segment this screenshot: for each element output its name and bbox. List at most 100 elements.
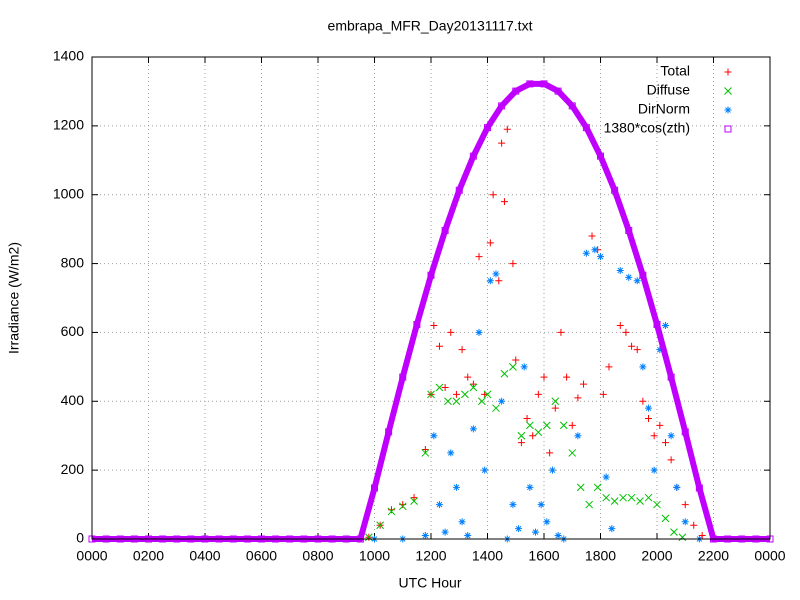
- y-tick-label: 600: [61, 323, 85, 339]
- point: [243, 535, 251, 543]
- point: [639, 397, 647, 405]
- point: [540, 373, 548, 381]
- point: [644, 493, 653, 502]
- point: [328, 535, 336, 543]
- point: [356, 535, 364, 543]
- point: [258, 535, 265, 543]
- point: [173, 535, 181, 543]
- y-tick-label: 1200: [53, 117, 84, 133]
- point: [435, 342, 443, 350]
- y-tick-label: 400: [61, 392, 85, 408]
- point: [430, 322, 438, 330]
- x-tick-label: 1400: [472, 548, 503, 564]
- point: [526, 80, 534, 88]
- point: [724, 535, 732, 543]
- legend-label: DirNorm: [638, 101, 690, 117]
- point: [116, 535, 124, 543]
- point: [681, 501, 689, 509]
- point: [633, 346, 641, 354]
- point: [342, 535, 350, 543]
- point: [534, 428, 543, 437]
- legend-marker: [724, 106, 732, 114]
- point: [410, 497, 418, 505]
- point: [650, 466, 658, 474]
- point: [517, 439, 525, 447]
- point: [576, 483, 585, 492]
- point: [399, 373, 407, 381]
- point: [452, 483, 460, 491]
- point: [430, 432, 438, 440]
- point: [520, 363, 528, 371]
- point: [385, 428, 393, 436]
- y-axis-label: Irradiance (W/m2): [6, 242, 22, 354]
- point: [546, 449, 554, 457]
- point: [670, 528, 678, 536]
- point: [441, 528, 449, 536]
- point: [622, 328, 630, 336]
- point: [421, 532, 429, 540]
- point: [610, 497, 619, 505]
- point: [588, 232, 596, 240]
- point: [616, 266, 624, 274]
- point: [540, 80, 548, 88]
- point: [534, 390, 542, 398]
- point: [427, 271, 435, 279]
- point: [557, 328, 565, 336]
- point: [574, 432, 582, 440]
- y-tick-label: 200: [61, 461, 85, 477]
- point: [512, 356, 520, 364]
- point: [627, 493, 636, 502]
- point: [667, 373, 675, 381]
- point: [695, 484, 703, 492]
- x-tick-label: 0200: [133, 548, 164, 564]
- point: [580, 380, 588, 388]
- y-tick-label: 800: [61, 254, 85, 270]
- point: [498, 102, 506, 110]
- point: [272, 535, 280, 543]
- x-tick-label: 2000: [641, 548, 672, 564]
- point: [492, 404, 500, 413]
- x-tick-label: 1800: [585, 548, 616, 564]
- point: [441, 227, 449, 235]
- x-tick-label: 0600: [246, 548, 277, 564]
- point: [526, 483, 534, 491]
- point: [145, 535, 152, 543]
- point: [645, 404, 653, 412]
- point: [523, 415, 531, 422]
- point: [509, 501, 517, 509]
- point: [678, 533, 687, 542]
- x-tick-label: 0400: [189, 548, 220, 564]
- point: [441, 384, 449, 392]
- point: [645, 415, 653, 422]
- point: [554, 87, 562, 95]
- point: [398, 502, 407, 511]
- y-tick-label: 1400: [53, 48, 84, 64]
- x-tick-label: 1600: [528, 548, 559, 564]
- point: [215, 535, 223, 543]
- point: [568, 102, 576, 110]
- point: [435, 383, 444, 392]
- point: [515, 525, 523, 533]
- point: [469, 152, 477, 160]
- point: [625, 227, 633, 235]
- point: [605, 363, 613, 371]
- point: [201, 535, 209, 543]
- point: [159, 535, 167, 543]
- point: [447, 328, 455, 336]
- plot-border: [91, 56, 771, 540]
- point: [554, 532, 562, 540]
- legend-marker: [724, 87, 732, 95]
- point: [608, 525, 616, 533]
- point: [639, 271, 647, 279]
- point: [475, 328, 483, 336]
- point: [681, 518, 689, 526]
- point: [452, 390, 460, 398]
- point: [130, 535, 138, 543]
- point: [376, 521, 385, 530]
- x-tick-label: 2200: [698, 548, 729, 564]
- point: [563, 373, 571, 381]
- point: [636, 497, 644, 505]
- x-tick-label: 1200: [415, 548, 446, 564]
- point: [752, 535, 760, 543]
